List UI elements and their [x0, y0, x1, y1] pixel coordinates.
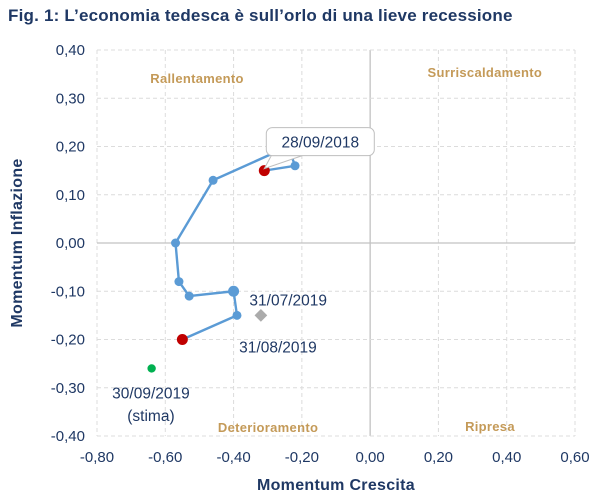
quadrant-label-rallentamento: Rallentamento: [150, 71, 243, 86]
key-date-point: [176, 334, 188, 345]
x-tick-label: -0,80: [80, 449, 114, 466]
quadrant-label-ripresa: Ripresa: [465, 419, 515, 434]
y-tick-label: 0,20: [56, 139, 85, 156]
monthly-point: [171, 238, 181, 248]
monthly-point: [174, 277, 184, 287]
annotation-label-31-07-2019: 31/07/2019: [249, 292, 327, 309]
x-tick-label: 0,20: [424, 449, 453, 466]
quadrant-label-surriscaldamento: Surriscaldamento: [428, 65, 543, 80]
monthly-point: [208, 175, 218, 185]
y-tick-label: -0,10: [51, 283, 85, 300]
figure-title: Fig. 1: L’economia tedesca è sull’orlo d…: [8, 6, 513, 25]
estimate-point: [147, 364, 156, 373]
x-tick-label: -0,20: [285, 449, 319, 466]
monthly-point: [184, 291, 194, 301]
annotation-label-31-08-2019: 31/08/2019: [239, 340, 317, 357]
y-tick-label: 0,10: [56, 187, 85, 204]
quadrant-label-deterioramento: Deterioramento: [218, 420, 318, 435]
x-tick-label: 0,60: [560, 449, 589, 466]
y-tick-label: -0,40: [51, 428, 85, 445]
y-tick-label: 0,00: [56, 235, 85, 252]
annotation-label-30-09-2019: 30/09/2019: [112, 386, 190, 403]
x-axis-title: Momentum Crescita: [256, 477, 416, 494]
x-tick-label: -0,60: [148, 449, 182, 466]
y-tick-label: -0,20: [51, 332, 85, 349]
y-tick-label: -0,30: [51, 380, 85, 397]
x-tick-label: 0,00: [356, 449, 385, 466]
y-tick-label: 0,40: [56, 42, 85, 59]
x-tick-label: 0,40: [492, 449, 521, 466]
y-axis-title: Momentum Inflazione: [9, 158, 26, 328]
callout-label: 28/09/2018: [282, 135, 360, 152]
callout-box: [265, 127, 375, 157]
diamond-marker: [254, 309, 268, 322]
y-tick-label: 0,30: [56, 90, 85, 107]
monthly-point: [232, 310, 242, 320]
x-tick-label: -0,40: [216, 449, 250, 466]
annotation-label-stima: (stima): [127, 408, 174, 425]
monthly-point: [290, 161, 300, 171]
monthly-point: [228, 285, 240, 297]
